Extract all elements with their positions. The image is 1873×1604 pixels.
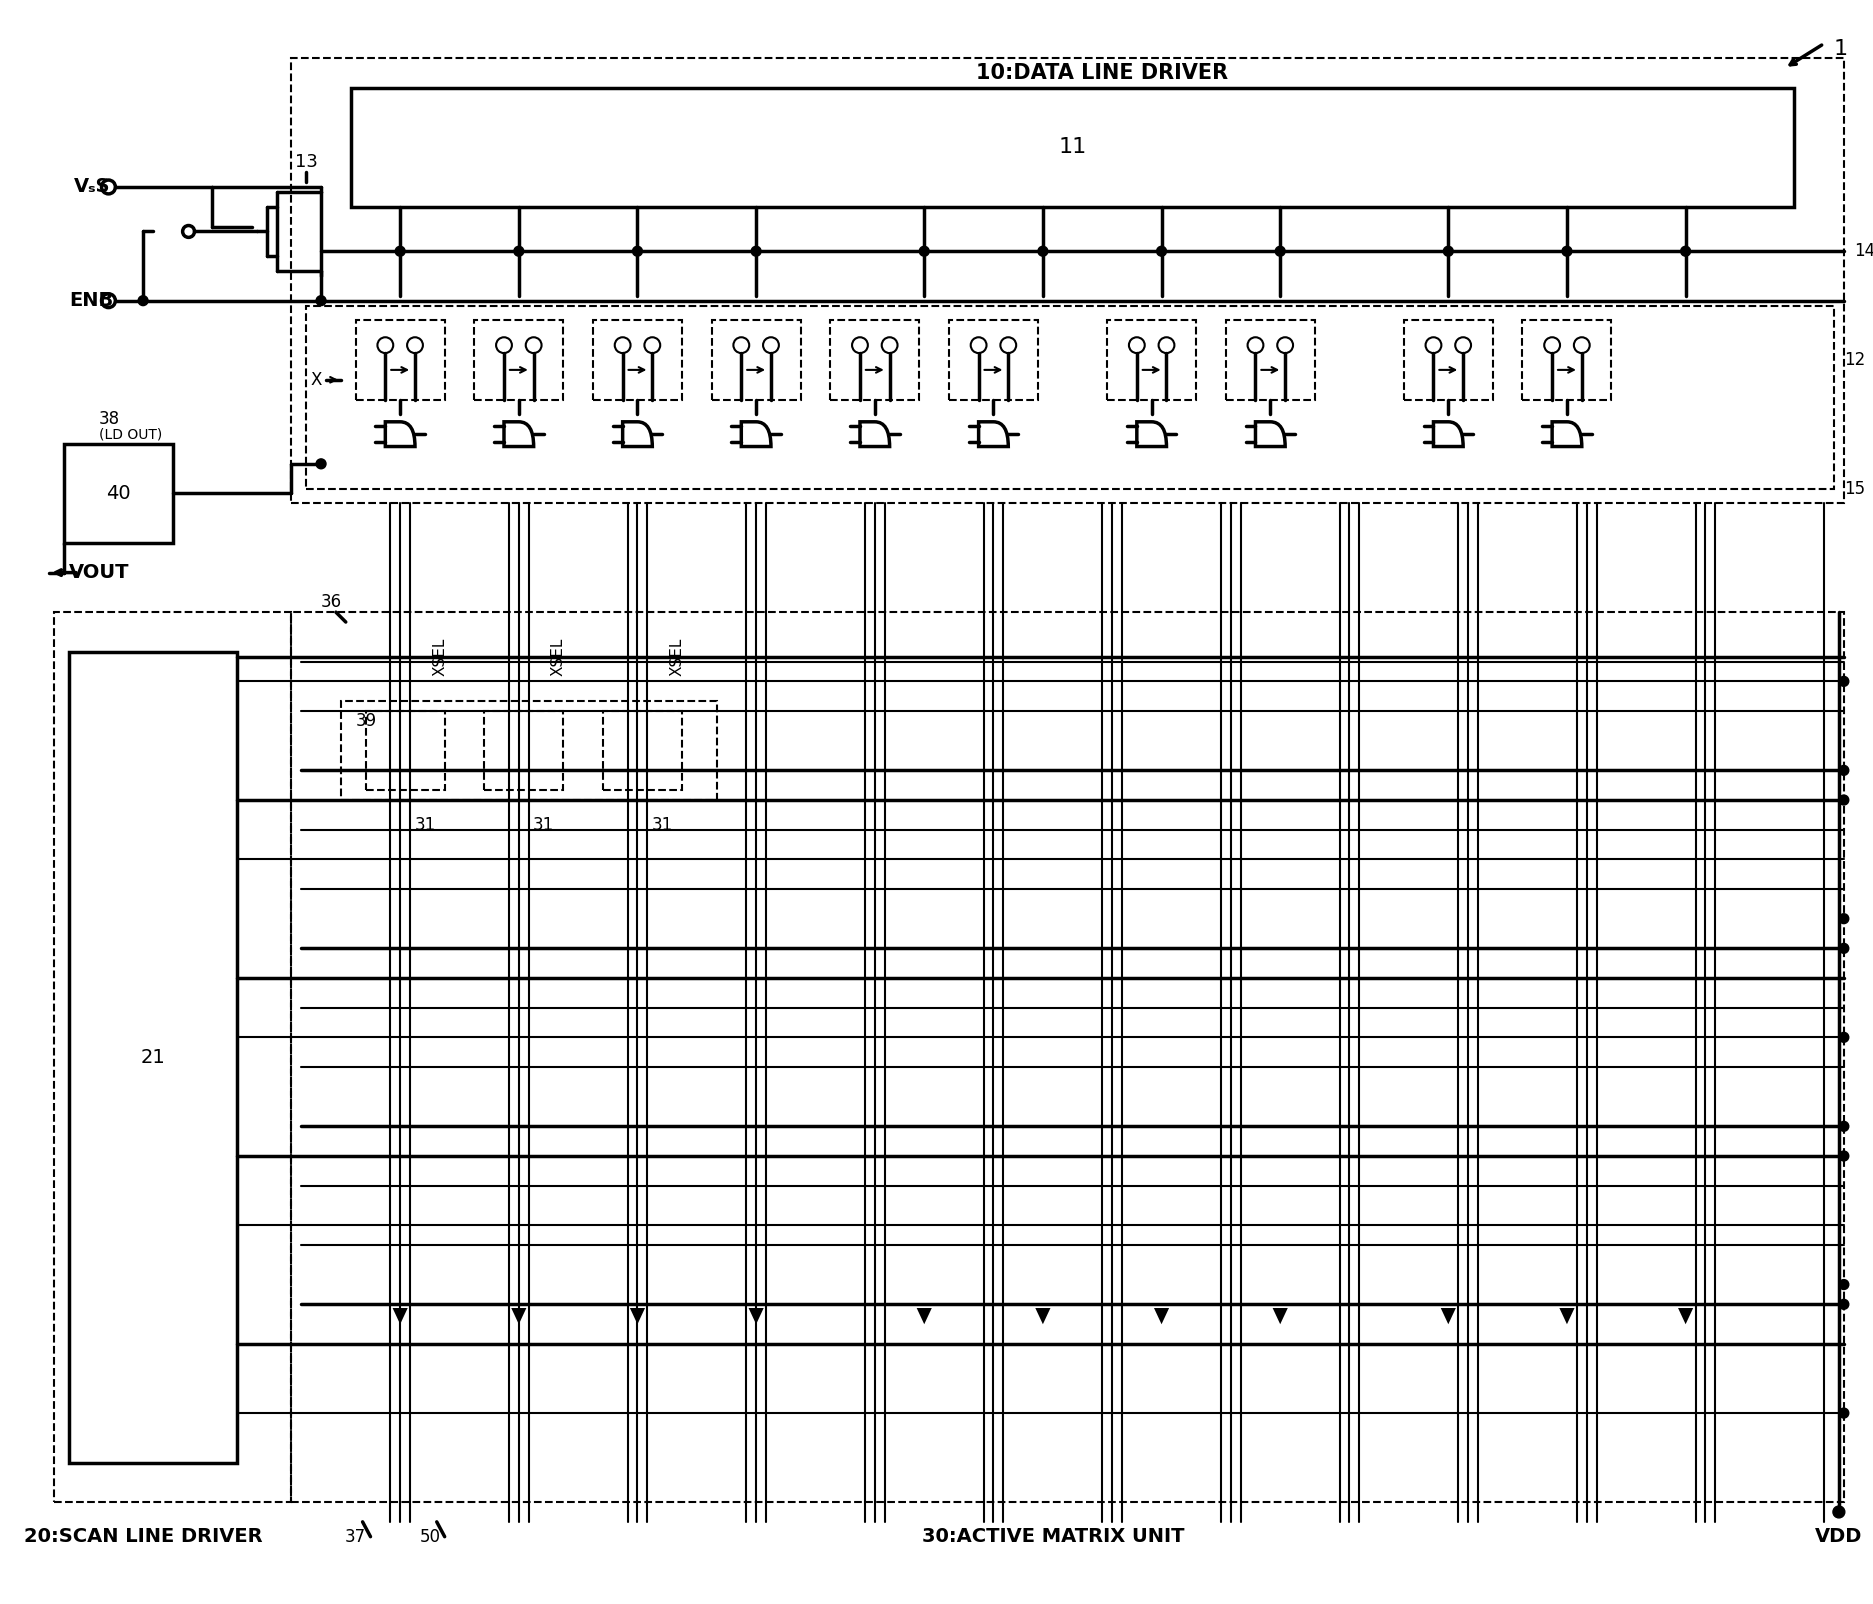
Polygon shape [395, 1310, 405, 1320]
Text: 13: 13 [294, 154, 318, 172]
Circle shape [920, 247, 929, 257]
Circle shape [1839, 1121, 1849, 1131]
Bar [1403, 321, 1493, 399]
Circle shape [1562, 247, 1571, 257]
Circle shape [1839, 943, 1849, 953]
Text: 36: 36 [320, 593, 343, 611]
Bar [830, 321, 920, 399]
Circle shape [1839, 1033, 1849, 1043]
Circle shape [317, 459, 326, 468]
Text: XSEL: XSEL [669, 637, 684, 675]
Circle shape [1839, 1408, 1849, 1418]
Bar [712, 321, 800, 399]
Polygon shape [1680, 1310, 1691, 1320]
Bar [64, 444, 172, 542]
Circle shape [317, 295, 326, 306]
Polygon shape [1276, 1310, 1285, 1320]
Text: VₛS: VₛS [73, 178, 111, 196]
Text: VOUT: VOUT [69, 563, 129, 582]
Text: ENB: ENB [69, 292, 112, 310]
Text: 38: 38 [99, 411, 120, 428]
Text: 10:DATA LINE DRIVER: 10:DATA LINE DRIVER [976, 63, 1229, 83]
Circle shape [395, 247, 405, 257]
Text: 40: 40 [107, 484, 131, 504]
Text: VDD: VDD [1815, 1527, 1862, 1546]
Circle shape [751, 247, 760, 257]
Bar [1523, 321, 1611, 399]
Circle shape [1158, 247, 1167, 257]
Text: 30:ACTIVE MATRIX UNIT: 30:ACTIVE MATRIX UNIT [922, 1527, 1184, 1546]
Polygon shape [1158, 1310, 1167, 1320]
Text: 1: 1 [1834, 38, 1849, 58]
Text: 37: 37 [345, 1527, 367, 1546]
Bar [950, 321, 1038, 399]
Text: 15: 15 [1843, 480, 1866, 497]
Text: 31: 31 [414, 816, 436, 834]
Bar [365, 711, 444, 791]
Bar [305, 306, 1834, 489]
Polygon shape [1038, 1310, 1047, 1320]
Bar [292, 58, 1843, 504]
Text: X: X [311, 371, 322, 388]
Bar [350, 88, 1794, 207]
Circle shape [633, 247, 642, 257]
Circle shape [1839, 1152, 1849, 1161]
Bar [485, 711, 564, 791]
Text: 20:SCAN LINE DRIVER: 20:SCAN LINE DRIVER [24, 1527, 262, 1546]
Bar [341, 701, 717, 800]
Polygon shape [513, 1310, 524, 1320]
Bar [474, 321, 564, 399]
Text: 21: 21 [140, 1047, 165, 1067]
Text: 50: 50 [420, 1527, 440, 1546]
Text: 39: 39 [356, 712, 376, 730]
Text: 11: 11 [1058, 138, 1086, 157]
Circle shape [139, 295, 148, 306]
Circle shape [1276, 247, 1285, 257]
Bar [594, 321, 682, 399]
Text: 12: 12 [1843, 351, 1866, 369]
Circle shape [1839, 1280, 1849, 1290]
Circle shape [1839, 914, 1849, 924]
Text: 31: 31 [534, 816, 554, 834]
Bar [292, 613, 1843, 1501]
Bar [1225, 321, 1315, 399]
Bar [356, 321, 444, 399]
Circle shape [513, 247, 524, 257]
Polygon shape [633, 1310, 642, 1320]
Circle shape [1839, 677, 1849, 687]
Circle shape [1839, 765, 1849, 775]
Bar [603, 711, 682, 791]
Polygon shape [751, 1310, 760, 1320]
Text: 14: 14 [1854, 242, 1873, 260]
Polygon shape [920, 1310, 929, 1320]
Text: XSEL: XSEL [433, 637, 448, 675]
Text: 31: 31 [652, 816, 672, 834]
Bar [1107, 321, 1197, 399]
Circle shape [1038, 247, 1047, 257]
Bar [54, 613, 292, 1501]
Circle shape [1839, 796, 1849, 805]
Circle shape [1839, 1299, 1849, 1309]
Bar [69, 651, 238, 1463]
Circle shape [1680, 247, 1691, 257]
Circle shape [1444, 247, 1453, 257]
Circle shape [1834, 1506, 1845, 1517]
Polygon shape [1562, 1310, 1571, 1320]
Polygon shape [1444, 1310, 1453, 1320]
Text: XSEL: XSEL [551, 637, 566, 675]
Text: (LD OUT): (LD OUT) [99, 427, 161, 441]
